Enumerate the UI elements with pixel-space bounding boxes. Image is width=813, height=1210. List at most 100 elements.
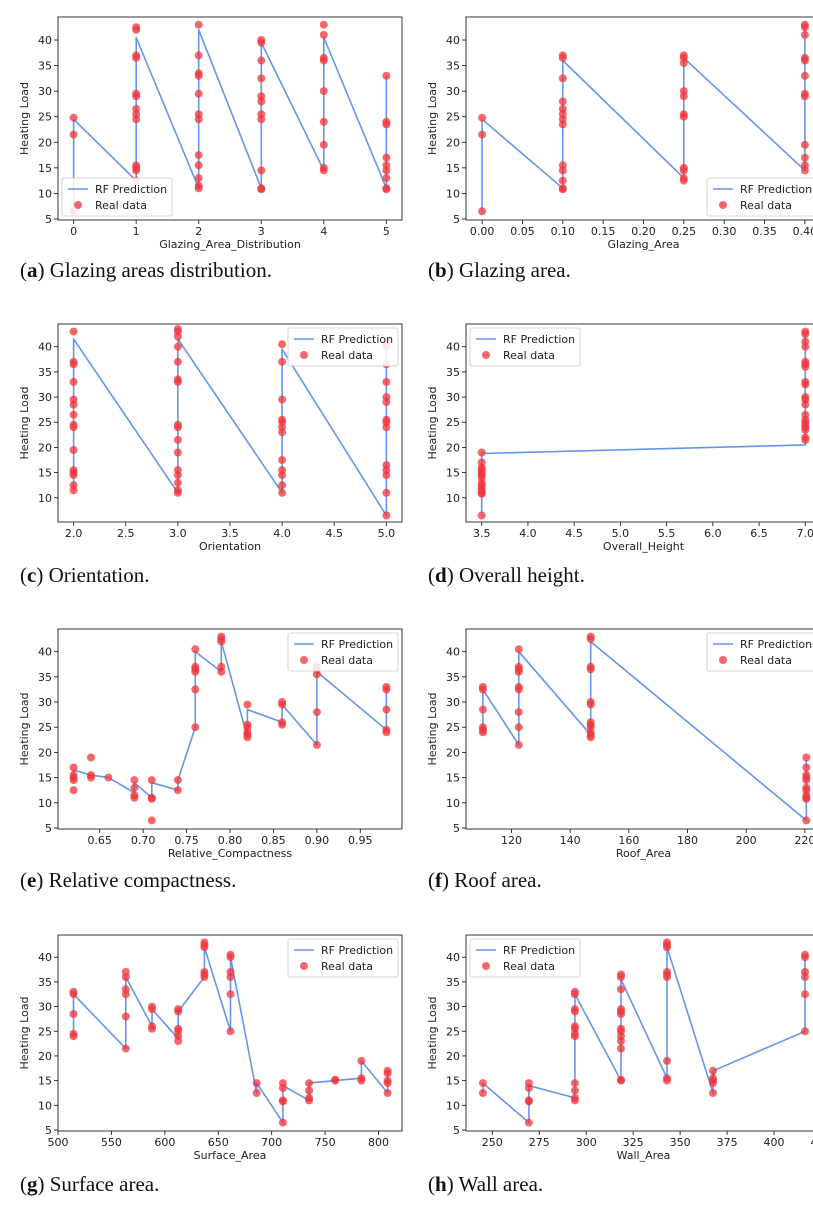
y-tick-label-c-1: 15 [38,467,52,480]
y-tick-label-c-2: 20 [38,441,52,454]
data-point-f-18 [586,665,595,674]
data-point-f-1 [478,685,487,694]
data-point-g-34 [252,1089,261,1097]
data-point-a-53 [382,166,391,175]
data-point-c-21 [173,377,182,386]
y-axis-label-b: Heating Load [426,82,439,155]
y-tick-label-f-2: 15 [446,772,460,785]
y-tick-label-g-6: 35 [38,976,52,989]
y-axis-label-e: Heating Load [18,693,31,766]
data-point-a-25 [194,174,203,183]
axes-frame-a [57,16,403,221]
x-tick-label-c-1: 2.5 [117,527,135,540]
y-tick-label-g-0: 5 [45,1124,52,1137]
data-point-d-13 [477,511,486,520]
data-point-b-24 [679,166,688,175]
data-point-d-25 [801,400,810,409]
data-point-d-17 [801,342,810,351]
legend-dot-swatch-h [482,962,490,970]
y-tick-label-f-3: 20 [446,746,460,759]
data-point-c-30 [173,488,182,497]
x-tick-label-h-3: 325 [623,1136,644,1149]
data-point-e-24 [191,723,200,732]
caption-letter-a: a [27,258,38,282]
data-point-e-8 [104,773,113,782]
x-tick-label-g-4: 700 [261,1136,282,1149]
data-point-g-28 [226,953,235,962]
data-point-g-32 [226,1027,235,1036]
legend-label-prediction-g: RF Prediction [321,944,393,957]
data-point-a-47 [319,166,328,175]
x-tick-label-a-3: 3 [258,225,265,238]
data-point-g-38 [278,1097,287,1106]
data-point-a-51 [382,153,391,162]
y-tick-label-e-6: 35 [38,671,52,684]
legend-label-prediction-a: RF Prediction [95,183,167,196]
x-tick-label-g-0: 500 [48,1136,69,1149]
y-tick-label-e-2: 15 [38,772,52,785]
x-tick-label-a-4: 4 [320,225,327,238]
data-point-b-29 [800,30,809,39]
data-point-e-12 [130,793,139,802]
data-point-g-36 [278,1084,287,1092]
y-tick-label-g-5: 30 [38,1001,52,1014]
data-point-h-10 [570,1007,579,1016]
data-point-b-22 [679,112,688,121]
data-point-h-51 [801,1027,809,1036]
y-tick-label-d-1: 15 [446,467,460,480]
legend-dot-swatch-c [300,351,308,359]
x-tick-label-d-2: 4.5 [565,527,583,540]
caption-letter-f: f [435,868,442,892]
x-tick-label-h-1: 275 [529,1136,550,1149]
legend-label-prediction-f: RF Prediction [740,638,812,651]
data-point-h-21 [617,985,625,994]
data-point-e-3 [69,776,78,785]
data-point-g-46 [357,1056,366,1065]
data-point-c-33 [278,395,287,404]
data-point-a-22 [194,115,203,124]
x-tick-label-b-4: 0.20 [631,225,656,238]
y-tick-label-c-0: 10 [38,492,52,505]
panel-f: 120 140 160 180 200 220 5 10 15 20 25 30 35 40 Roof_Ar… [426,628,813,860]
data-point-g-52 [383,1079,392,1088]
data-point-h-8 [570,990,579,999]
y-tick-label-d-6: 40 [446,341,460,354]
data-point-a-35 [257,115,266,124]
data-point-f-20 [586,700,595,709]
legend-box-f [706,632,813,672]
data-point-h-47 [801,953,809,962]
x-tick-label-b-0: 0.00 [470,225,495,238]
data-point-f-37 [802,816,811,825]
x-tick-label-b-2: 0.10 [551,225,576,238]
legend-label-prediction-d: RF Prediction [503,333,575,346]
y-tick-label-a-5: 30 [38,85,52,98]
x-tick-label-d-7: 7.0 [797,527,813,540]
caption-letter-d: d [435,563,447,587]
data-point-c-38 [278,456,287,464]
x-tick-label-f-1: 140 [560,834,581,847]
x-tick-label-a-2: 2 [195,225,202,238]
data-point-c-19 [173,357,182,366]
data-point-e-47 [382,705,391,714]
x-tick-label-b-5: 0.25 [672,225,697,238]
data-point-c-6 [69,410,78,419]
legend-dot-swatch-d [482,351,490,359]
data-point-e-27 [217,637,226,646]
caption-letter-b: b [435,258,447,282]
data-point-c-2 [69,360,78,369]
x-tick-label-c-6: 5.0 [378,527,396,540]
data-point-a-24 [194,161,203,170]
y-axis-label-d: Heating Load [426,387,439,460]
x-tick-label-g-5: 750 [315,1136,336,1149]
data-point-b-2 [478,207,487,216]
x-tick-label-h-2: 300 [576,1136,597,1149]
y-tick-label-d-0: 10 [446,492,460,505]
data-point-e-13 [147,776,156,785]
y-axis-label-a: Heating Load [18,82,31,155]
data-point-c-32 [278,357,287,366]
data-point-a-16 [194,20,203,29]
data-point-g-16 [174,1007,183,1016]
y-tick-label-b-1: 10 [446,187,460,200]
data-point-g-14 [148,1024,156,1033]
data-point-h-34 [663,943,671,952]
